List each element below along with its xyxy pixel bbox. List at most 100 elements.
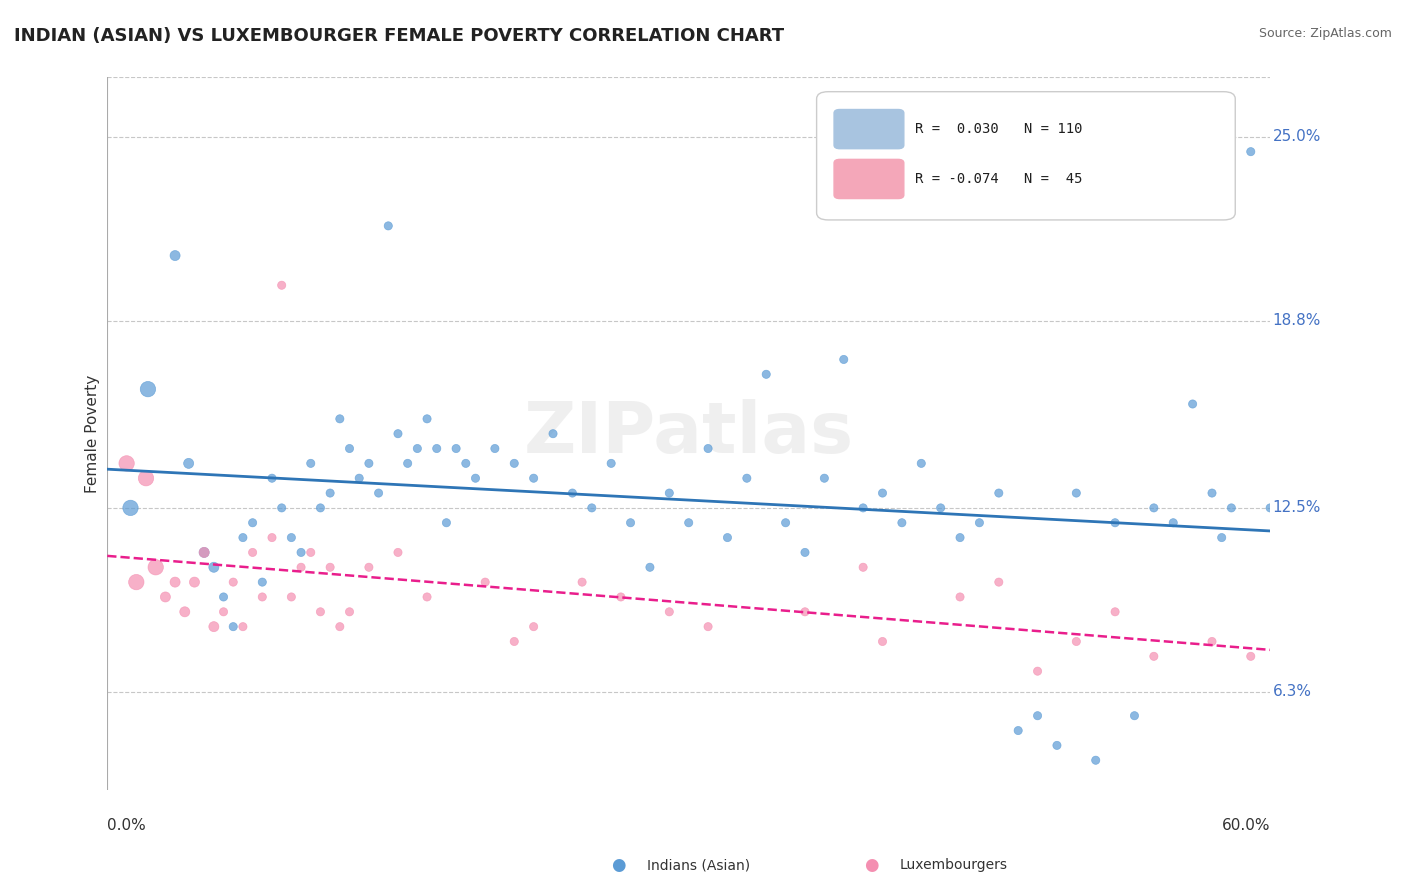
Text: 25.0%: 25.0% (1272, 129, 1320, 145)
Point (202, 560, 225, 574)
Point (280, 531, 302, 545)
Point (357, 456, 380, 470)
Point (832, 352, 855, 367)
Point (202, 620, 225, 634)
Point (1201, 634, 1223, 648)
Point (212, 605, 235, 619)
Point (339, 605, 361, 619)
Point (1123, 708, 1146, 723)
Point (299, 545, 322, 559)
Point (416, 412, 439, 426)
Point (177, 456, 200, 470)
Text: Luxembourgers: Luxembourgers (900, 858, 1008, 872)
Point (252, 575, 274, 590)
Point (329, 620, 352, 634)
Point (387, 426, 409, 441)
Point (638, 560, 661, 574)
Point (987, 575, 1010, 590)
Point (852, 500, 875, 515)
Text: Source: ZipAtlas.com: Source: ZipAtlas.com (1258, 27, 1392, 40)
Point (1104, 605, 1126, 619)
Point (1084, 753, 1107, 767)
Point (270, 278, 292, 293)
Point (571, 575, 593, 590)
Point (290, 545, 312, 559)
Point (367, 486, 389, 500)
Text: Indians (Asian): Indians (Asian) (647, 858, 749, 872)
Point (416, 590, 439, 604)
Point (503, 456, 526, 470)
Point (232, 620, 254, 634)
Point (794, 545, 817, 559)
Point (252, 590, 274, 604)
Text: R =  0.030   N = 110: R = 0.030 N = 110 (915, 122, 1083, 136)
Point (387, 545, 409, 559)
FancyBboxPatch shape (834, 110, 904, 149)
Point (135, 471, 157, 485)
Point (183, 575, 205, 590)
Point (1181, 397, 1204, 411)
Point (610, 590, 633, 604)
Point (755, 368, 778, 382)
Point (115, 456, 138, 470)
Point (474, 575, 496, 590)
Point (1201, 486, 1223, 500)
Point (299, 456, 322, 470)
Point (969, 516, 991, 530)
FancyBboxPatch shape (817, 92, 1236, 220)
Point (232, 531, 254, 545)
Point (716, 531, 738, 545)
Point (987, 486, 1010, 500)
Point (377, 219, 399, 233)
Point (1143, 649, 1166, 664)
Point (357, 560, 380, 574)
Point (212, 590, 235, 604)
Point (1007, 723, 1029, 738)
Point (444, 442, 467, 456)
Point (125, 575, 148, 590)
Text: ●: ● (865, 856, 879, 874)
Point (309, 500, 332, 515)
Point (872, 486, 894, 500)
Point (242, 516, 264, 530)
Point (260, 531, 283, 545)
Point (193, 545, 215, 559)
Point (949, 531, 972, 545)
Point (541, 426, 564, 441)
Point (260, 471, 283, 485)
Text: R = -0.074   N =  45: R = -0.074 N = 45 (915, 172, 1083, 186)
Point (852, 560, 875, 574)
Point (270, 500, 292, 515)
Point (193, 545, 215, 559)
Point (890, 516, 912, 530)
Point (339, 442, 361, 456)
Point (436, 516, 458, 530)
Point (280, 590, 302, 604)
Point (165, 249, 187, 263)
Point (242, 545, 264, 559)
Point (619, 516, 641, 530)
Text: ZIPatlas: ZIPatlas (523, 400, 853, 468)
Point (949, 590, 972, 604)
Point (347, 471, 370, 485)
Point (464, 471, 486, 485)
Point (678, 516, 700, 530)
Point (222, 575, 245, 590)
Y-axis label: Female Poverty: Female Poverty (86, 375, 100, 492)
Point (523, 471, 546, 485)
Text: 0.0%: 0.0% (107, 819, 146, 833)
Point (173, 605, 195, 619)
FancyBboxPatch shape (834, 160, 904, 199)
Point (1161, 516, 1184, 530)
Point (454, 456, 477, 470)
Point (600, 456, 623, 470)
Point (813, 471, 835, 485)
Point (561, 486, 583, 500)
Point (290, 560, 312, 574)
Point (503, 634, 526, 648)
Point (406, 442, 429, 456)
Text: 6.3%: 6.3% (1272, 684, 1312, 699)
Point (319, 560, 342, 574)
Point (329, 412, 352, 426)
Point (1143, 500, 1166, 515)
